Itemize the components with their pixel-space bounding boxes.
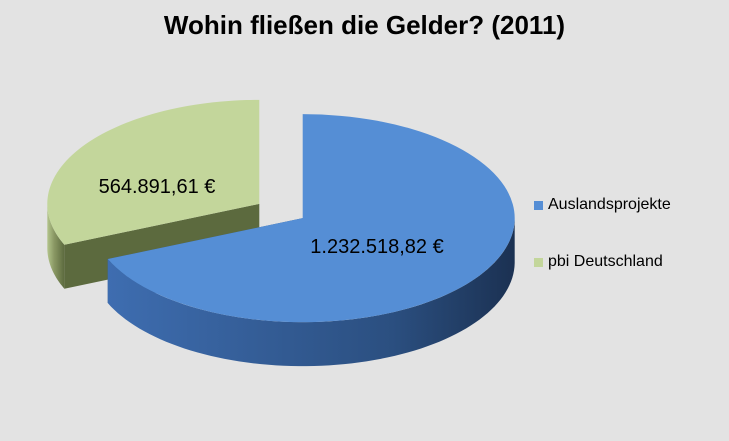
slice-auslandsprojekte [107,114,515,323]
data-label-pbi-deutschland: 564.891,61 € [98,176,216,198]
chart-title: Wohin fließen die Gelder? (2011) [163,10,566,40]
data-label-auslandsprojekte: 1.232.518,82 € [310,236,444,258]
legend-item-auslandsprojekte: Auslandsprojekte [534,190,671,220]
legend-swatch-auslandsprojekte [534,200,543,210]
legend-label-pbi-deutschland: pbi Deutschland [548,253,663,270]
slice-side-auslandsprojekte-0 [107,219,515,367]
legend: Auslandsprojekte pbi Deutschland [534,190,671,304]
slice-side-pbi-deutschland-0 [47,204,65,289]
legend-label-auslandsprojekte: Auslandsprojekte [548,196,671,213]
legend-item-pbi-deutschland: pbi Deutschland [534,247,671,277]
legend-swatch-pbi-deutschland [534,257,543,267]
slice-pbi-deutschland [47,99,260,245]
